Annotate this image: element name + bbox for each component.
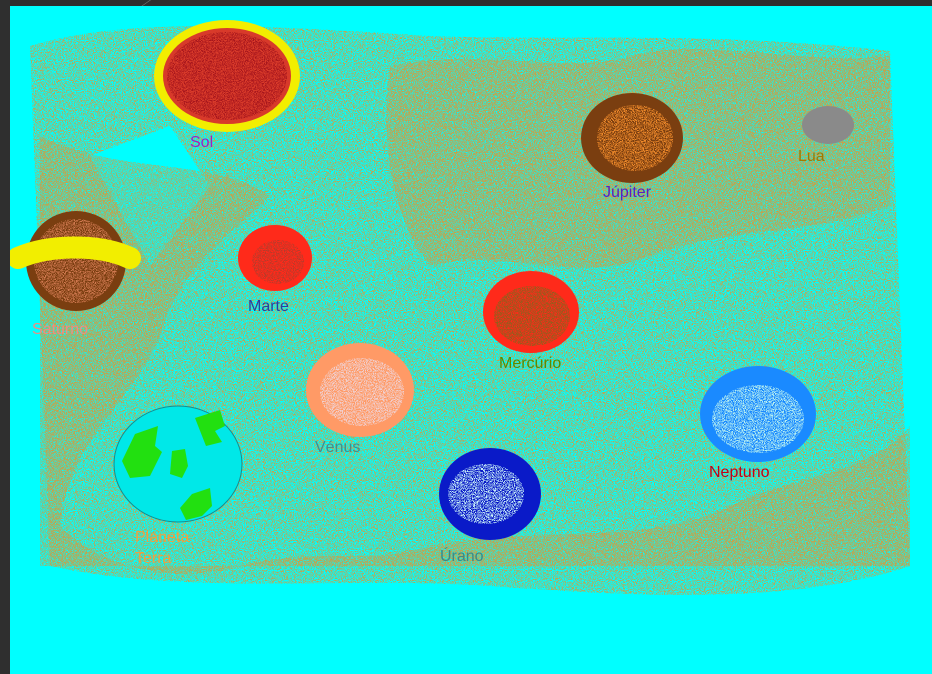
jupiter-label: Júpiter — [603, 184, 652, 201]
saturn-label: Saturno — [32, 321, 89, 338]
earth-planet — [113, 405, 243, 523]
saturn-planet — [10, 211, 141, 311]
earth-label: Planeta Terra — [135, 529, 190, 567]
drawing-canvas: Sol Lua Júpiter Saturno Marte Mercúrio V… — [10, 6, 932, 674]
moon-label: Lua — [798, 148, 825, 165]
moon — [802, 106, 854, 144]
venus-planet — [306, 343, 414, 437]
mars-planet — [238, 225, 312, 291]
mercury-label: Mercúrio — [499, 355, 562, 372]
neptune-label: Neptuno — [709, 464, 770, 481]
sun-label: Sol — [190, 134, 214, 151]
solar-system-drawing — [10, 20, 910, 595]
uranus-planet — [439, 448, 541, 540]
mercury-planet — [483, 271, 579, 353]
mars-label: Marte — [248, 298, 289, 315]
neptune-planet — [700, 366, 816, 462]
sun — [154, 20, 300, 132]
venus-label: Vénus — [315, 439, 361, 456]
jupiter-planet — [581, 93, 683, 183]
uranus-label: Úrano — [440, 548, 484, 565]
